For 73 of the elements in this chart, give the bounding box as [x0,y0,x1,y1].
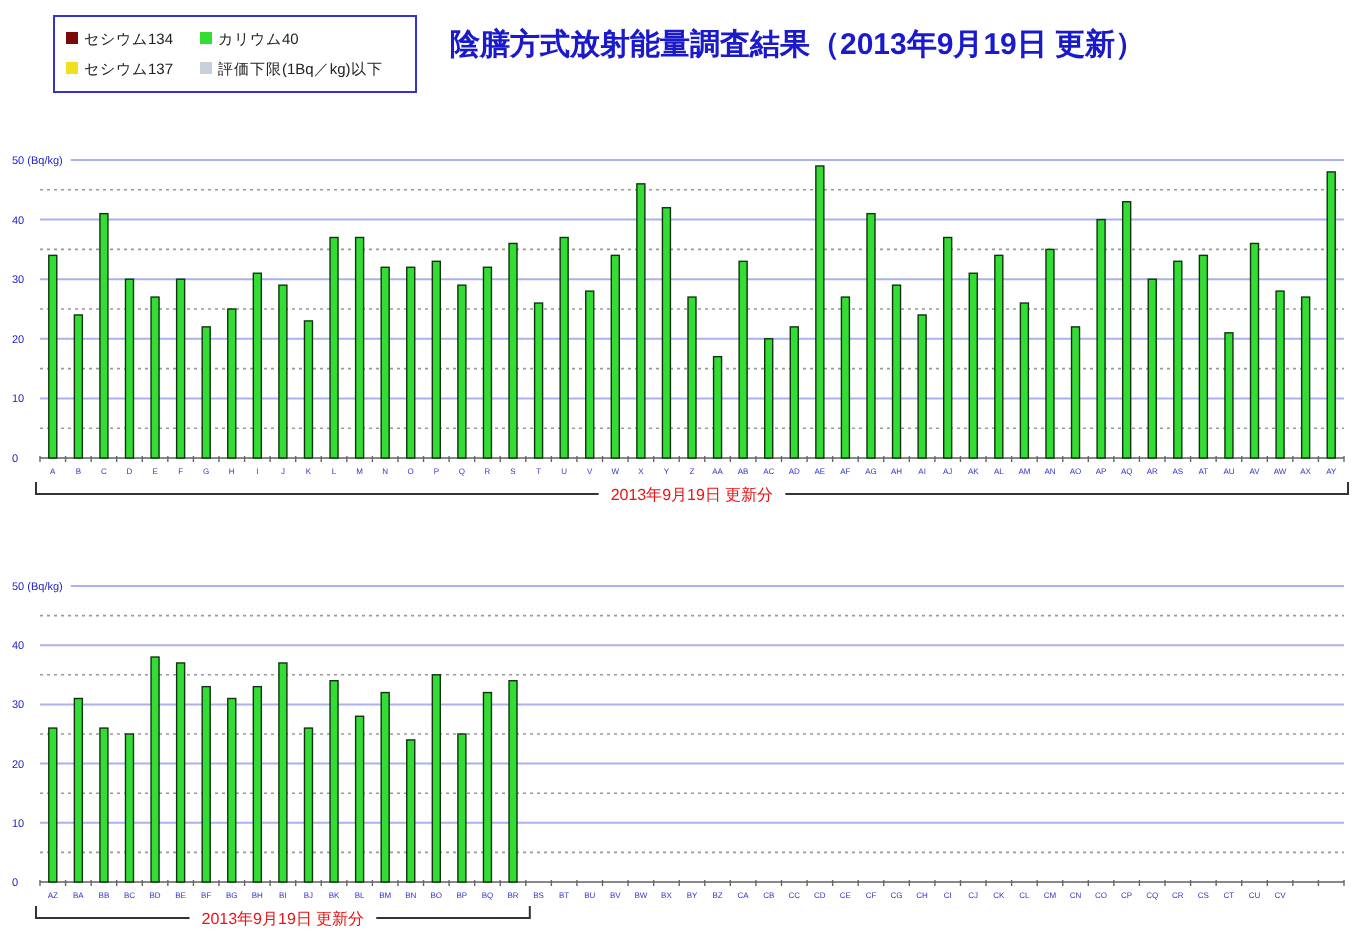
bar [124,733,135,883]
bar [252,272,263,459]
bar [815,165,825,459]
bar [201,685,211,883]
bar [124,278,135,459]
bar [1249,242,1260,459]
bar [227,308,237,459]
bar [278,284,288,459]
bar [380,691,390,883]
chart-title: 陰膳方式放射能量調査結果（2013年9月19日 更新） [450,26,1146,62]
bar [380,266,390,459]
bar [482,266,493,459]
bar [73,697,84,883]
bar [585,290,595,459]
bar [329,236,339,459]
bar [354,715,365,883]
bar [917,314,927,459]
bar [201,326,211,459]
bar [48,727,58,883]
bar [840,296,851,459]
bar [175,278,186,459]
bar [1096,218,1106,459]
bar [457,284,467,459]
bar [99,212,109,459]
bar [994,254,1004,459]
bar [533,302,544,459]
bar [406,266,416,459]
bar [150,296,160,459]
bar [457,733,467,883]
bar [764,338,774,459]
bar [738,260,748,459]
bar [431,674,442,883]
bar [150,656,160,883]
bar [559,236,569,459]
bar [1147,278,1157,459]
bar [1275,290,1285,459]
bar [636,183,646,459]
bar [508,680,518,883]
bar [303,320,314,459]
text: 2013年9月19日 更新分 [201,910,365,928]
bar [406,739,416,883]
bar [661,206,672,459]
bar [1198,254,1209,459]
bar [942,236,953,459]
bar [278,662,288,883]
bar [1121,201,1132,459]
bar [1300,296,1311,459]
bar [968,272,978,459]
bar [303,727,314,883]
bar [712,355,723,459]
bar [227,697,237,883]
text: 2013年9月19日 更新分 [610,486,774,504]
bar [482,691,493,883]
bar [175,662,186,883]
bar [1070,326,1081,459]
bar [73,314,84,459]
bar [99,727,109,883]
bar [1326,171,1336,459]
bar [891,284,902,459]
bar [1224,332,1234,459]
bar [508,242,518,459]
bar [431,260,442,459]
bar [48,254,58,459]
bar [354,236,365,459]
bar [1019,302,1030,459]
bar [329,680,339,883]
bar [1173,260,1183,459]
bar [789,326,799,459]
bar [610,254,620,459]
bar [866,212,876,459]
bar [687,296,697,459]
bar [1045,248,1055,459]
bar [252,685,263,883]
